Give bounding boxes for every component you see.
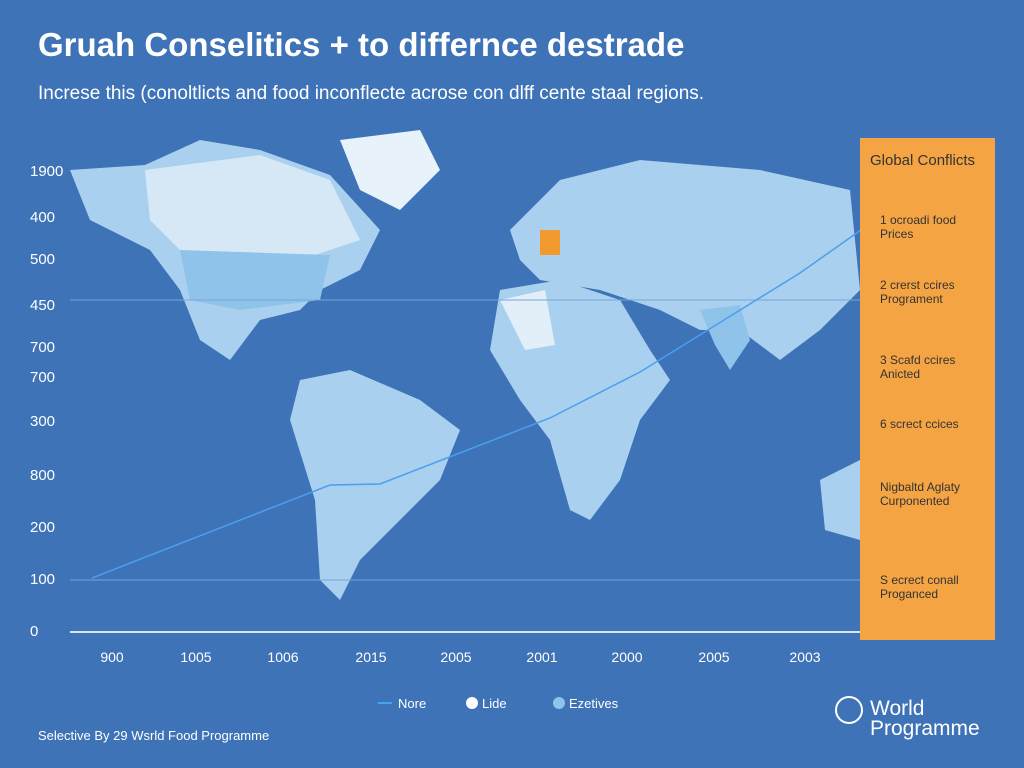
x-axis-label: 2005 [698, 649, 730, 665]
legend-label: Ezetives [569, 696, 619, 711]
logo-icon [835, 696, 863, 724]
y-axis-label: 500 [30, 251, 56, 268]
logo-text: World [870, 697, 925, 720]
y-axis-label: 400 [30, 209, 56, 226]
panel-item: S ecrect conall [880, 573, 959, 587]
panel-title: Global Conflicts [870, 152, 976, 169]
y-axis-label: 300 [30, 413, 56, 430]
grid [70, 299, 860, 633]
y-axis-label: 100 [30, 571, 56, 588]
panel-item: Anicted [880, 367, 921, 381]
x-axis-label: 1005 [180, 649, 212, 665]
panel-item: 1 ocroadi food [880, 213, 957, 227]
legend-swatch [553, 697, 565, 709]
panel-item: 2 crerst ccires [880, 278, 955, 292]
x-axis-label: 1006 [267, 649, 299, 665]
x-axis-label: 2015 [355, 649, 387, 665]
map [70, 130, 860, 600]
x-axis-label: 2005 [440, 649, 472, 665]
x-axis-label: 900 [100, 649, 124, 665]
panel-item: 3 Scafd ccires [880, 353, 956, 367]
panel-item: Proganced [880, 587, 939, 601]
footer: Selective By 29 Wsrld Food Programme [38, 728, 270, 743]
y-axis-label: 700 [30, 339, 56, 356]
subtitle: Increse this (conoltlicts and food incon… [38, 83, 705, 104]
y-axis-label: 0 [30, 623, 39, 640]
legend-label: Nore [398, 696, 427, 711]
legend-label: Lide [482, 696, 507, 711]
y-axis-label: 200 [30, 519, 56, 536]
panel-item: Curponented [880, 494, 950, 508]
x-axis-label: 2001 [526, 649, 558, 665]
y-axis-label: 450 [30, 297, 56, 314]
x-axis-label: 2003 [789, 649, 821, 665]
legend-panel [860, 138, 995, 640]
panel-item: 6 screct ccices [880, 417, 959, 431]
panel-item: Prices [880, 227, 914, 241]
trend-line [91, 224, 869, 579]
panel-item: Programent [880, 292, 943, 306]
logo-text: Programme [870, 717, 980, 740]
legend-swatch [466, 697, 478, 709]
title: Gruah Conselitics + to differnce destrad… [38, 26, 685, 63]
y-axis-label: 700 [30, 369, 56, 386]
y-axis-label: 1900 [30, 163, 64, 180]
y-axis-label: 800 [30, 467, 56, 484]
panel-item: Nigbaltd Aglaty [880, 480, 961, 494]
x-axis-label: 2000 [611, 649, 643, 665]
